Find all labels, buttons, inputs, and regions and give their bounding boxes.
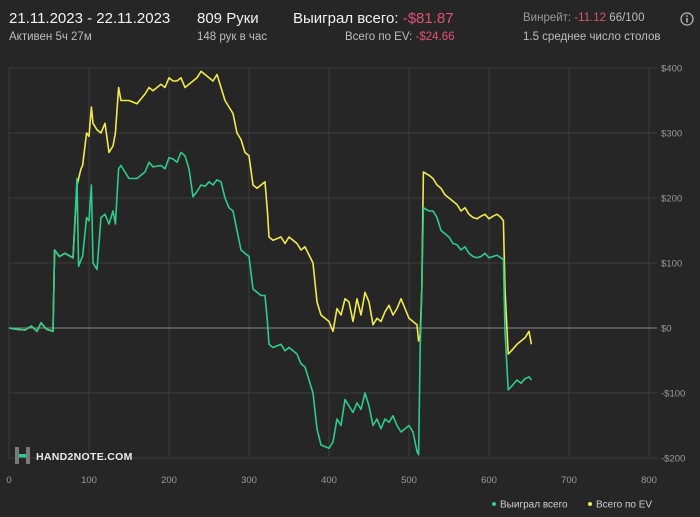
legend-label-ev: Всего по EV — [596, 500, 652, 511]
legend-label-won: Выиграл всего — [500, 500, 568, 511]
chart: -$200 -$100 $0 $100 $200 $300 $400 0 100 200 300 4… — [6, 64, 685, 511]
legend-marker-won — [492, 502, 496, 506]
h2n-logo-icon — [15, 447, 30, 464]
winrate: Винрейт: -11.12 66/100 — [523, 12, 644, 24]
legend: Выиграл всего Всего по EV — [492, 500, 652, 511]
x-tick-label: 500 — [401, 475, 417, 486]
legend-item-won[interactable]: Выиграл всего — [492, 500, 568, 511]
active-time: Активен 5ч 27м — [9, 31, 92, 43]
legend-marker-ev — [588, 502, 592, 506]
series-line-won — [8, 151, 533, 456]
tables-avg: 1.5 среднее число столов — [523, 31, 661, 43]
hands-per-hour: 148 рук в час — [197, 31, 268, 43]
won-total-value: -$81.87 — [402, 10, 454, 27]
x-tick-label: 400 — [321, 475, 337, 486]
y-tick-label: -$200 — [661, 454, 685, 465]
y-tick-label: $400 — [661, 64, 682, 75]
y-axis-ticks: -$200 -$100 $0 $100 $200 $300 $400 — [661, 64, 685, 465]
date-range: 21.11.2023 - 22.11.2023 — [9, 10, 171, 27]
y-tick-label: $200 — [661, 194, 682, 205]
x-tick-label: 300 — [241, 475, 257, 486]
x-tick-label: 200 — [161, 475, 177, 486]
y-tick-label: $100 — [661, 259, 682, 270]
logo-text: HAND2NOTE.COM — [36, 451, 133, 463]
x-tick-label: 700 — [561, 475, 577, 486]
x-tick-label: 800 — [641, 475, 657, 486]
winrate-value: -11.12 — [574, 12, 607, 24]
winrate-extra: 66/100 — [609, 12, 645, 24]
won-total-label: Выиграл всего: — [293, 10, 399, 27]
y-tick-label: $0 — [661, 324, 672, 335]
ev-total-value: -$24.66 — [415, 31, 455, 43]
info-icon[interactable] — [680, 12, 694, 26]
series-line-ev — [8, 70, 533, 355]
ev-total-label: Всего по EV: — [345, 31, 413, 43]
y-tick-label: -$100 — [661, 389, 685, 400]
x-tick-label: 100 — [81, 475, 97, 486]
legend-item-ev[interactable]: Всего по EV — [588, 500, 652, 511]
series-layer — [8, 70, 533, 456]
x-axis-ticks: 0 100 200 300 400 500 600 700 800 — [6, 475, 657, 486]
ev-total: Всего по EV: -$24.66 — [345, 31, 455, 43]
y-tick-label: $300 — [661, 129, 682, 140]
h2n-logo: HAND2NOTE.COM — [15, 447, 133, 464]
x-tick-label: 600 — [481, 475, 497, 486]
winrate-label: Винрейт: — [523, 12, 572, 24]
hands-count: 809 Руки — [197, 10, 259, 27]
x-tick-label: 0 — [6, 475, 11, 486]
won-total: Выиграл всего: -$81.87 — [293, 10, 454, 27]
